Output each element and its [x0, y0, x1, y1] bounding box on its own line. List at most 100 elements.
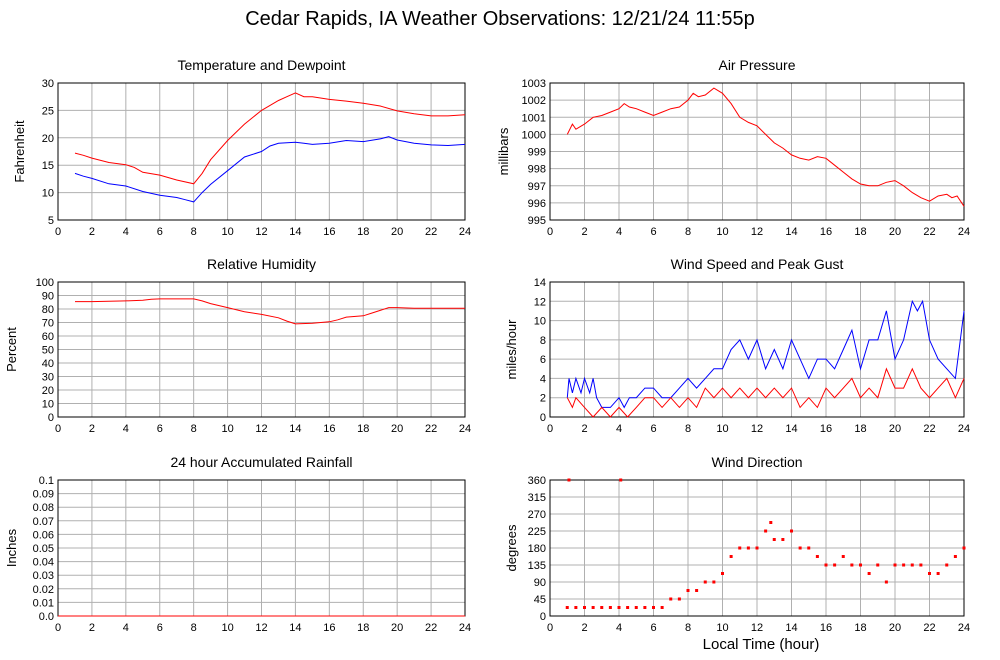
scatter-point — [619, 478, 623, 482]
x-tick-label: 16 — [820, 423, 832, 435]
scatter-point — [859, 563, 862, 567]
x-tick-label: 18 — [357, 622, 369, 634]
x-tick-label: 20 — [391, 226, 403, 238]
x-tick-label: 0 — [55, 226, 61, 238]
scatter-point — [841, 555, 845, 558]
x-tick-label: 6 — [157, 423, 163, 435]
x-tick-label: 20 — [889, 622, 901, 634]
y-tick-label: 25 — [42, 105, 54, 117]
x-tick-label: 14 — [289, 622, 301, 634]
scatter-point — [634, 606, 638, 609]
scatter-point — [764, 529, 768, 533]
y-tick-label: 45 — [534, 594, 546, 606]
y-tick-label: 996 — [528, 198, 546, 210]
scatter-point — [686, 589, 690, 592]
x-tick-label: 18 — [357, 226, 369, 238]
x-tick-label: 8 — [685, 423, 691, 435]
x-tick-label: 8 — [191, 226, 197, 238]
scatter-point — [962, 546, 966, 550]
scatter-point — [850, 563, 854, 567]
scatter-point — [867, 572, 871, 575]
scatter-point — [695, 589, 699, 592]
x-tick-label: 8 — [685, 226, 691, 238]
scatter-point — [608, 606, 612, 609]
y-tick-label: 0 — [540, 611, 546, 623]
series-line-0 — [566, 299, 965, 409]
scatter-point — [565, 606, 569, 609]
x-tick-label: 22 — [425, 226, 437, 238]
x-tick-label: 4 — [616, 423, 622, 435]
scatter-point — [643, 606, 647, 609]
scatter-point — [919, 563, 923, 567]
y-tick-label: 20 — [42, 133, 54, 145]
x-tick-label: 6 — [650, 226, 656, 238]
x-tick-label: 12 — [255, 226, 267, 238]
x-tick-label: 16 — [820, 226, 832, 238]
chart-panel-pressure: 0 2 4 6 8 10 12 14 16 18 20 22 249959969979989991000… — [496, 57, 970, 238]
y-tick-label: 30 — [42, 78, 54, 90]
x-tick-label: 12 — [751, 423, 763, 435]
x-tick-label: 18 — [854, 622, 866, 634]
scatter-point — [772, 538, 776, 541]
x-tick-label: 12 — [751, 622, 763, 634]
chart-title: 24 hour Accumulated Rainfall — [170, 454, 352, 470]
chart-title: Wind Direction — [711, 454, 802, 470]
scatter-point — [712, 580, 716, 584]
x-tick-label: 22 — [923, 622, 935, 634]
y-tick-label: 0.07 — [33, 516, 54, 528]
x-tick-label: 16 — [820, 622, 832, 634]
scatter-point — [815, 555, 819, 558]
chart-title: Air Pressure — [718, 57, 795, 73]
page-title: Cedar Rapids, IA Weather Observations: 1… — [245, 8, 755, 30]
x-tick-label: 22 — [923, 423, 935, 435]
x-tick-label: 10 — [221, 423, 233, 435]
y-tick-label: 1003 — [522, 78, 546, 90]
x-tick-label: 20 — [889, 226, 901, 238]
x-tick-label: 6 — [650, 423, 656, 435]
x-tick-label: 12 — [751, 226, 763, 238]
y-tick-label: 10 — [534, 316, 546, 328]
x-tick-label: 14 — [289, 226, 301, 238]
y-tick-label: 0.1 — [39, 475, 54, 487]
x-tick-label: 14 — [785, 226, 797, 238]
y-tick-label: 270 — [528, 509, 546, 521]
x-tick-label: 14 — [785, 622, 797, 634]
x-tick-label: 24 — [459, 423, 471, 435]
y-tick-label: 360 — [528, 475, 546, 487]
y-tick-label: 4 — [540, 373, 546, 385]
scatter-point — [746, 546, 750, 550]
x-tick-label: 16 — [323, 622, 335, 634]
y-tick-label: 2 — [540, 393, 546, 405]
x-tick-label: 16 — [323, 423, 335, 435]
scatter-point — [769, 521, 773, 524]
scatter-point — [652, 606, 655, 609]
y-tick-label: 135 — [528, 560, 546, 572]
series-line-0 — [74, 92, 466, 185]
y-tick-label: 1001 — [522, 112, 546, 124]
x-tick-label: 18 — [854, 226, 866, 238]
x-tick-label: 6 — [157, 622, 163, 634]
x-tick-label: 6 — [157, 226, 163, 238]
scatter-point — [876, 563, 880, 567]
scatter-point — [703, 580, 707, 584]
scatter-point — [953, 555, 957, 558]
x-tick-label: 8 — [191, 622, 197, 634]
scatter-point — [729, 555, 733, 558]
x-tick-label: 2 — [581, 423, 587, 435]
y-tick-label: 998 — [528, 164, 546, 176]
y-tick-label: 1002 — [522, 95, 546, 107]
scatter-point — [755, 546, 759, 550]
scatter-point — [790, 529, 793, 533]
y-tick-label: 60 — [42, 331, 54, 343]
scatter-point — [893, 563, 897, 567]
scatter-point — [626, 606, 630, 609]
scatter-point — [600, 606, 604, 609]
chart-title: Relative Humidity — [207, 256, 316, 272]
scatter-point — [884, 580, 888, 584]
x-tick-label: 20 — [889, 423, 901, 435]
chart-panel-direction: 0 2 4 6 8 10 12 14 16 18 20 22 240459013518022527031… — [504, 454, 970, 634]
scatter-point — [677, 597, 681, 601]
chart-panel-rain: 0 2 4 6 8 10 12 14 16 18 20 22 240.00.010.020.030.04… — [4, 454, 471, 634]
scatter-point — [936, 572, 940, 575]
